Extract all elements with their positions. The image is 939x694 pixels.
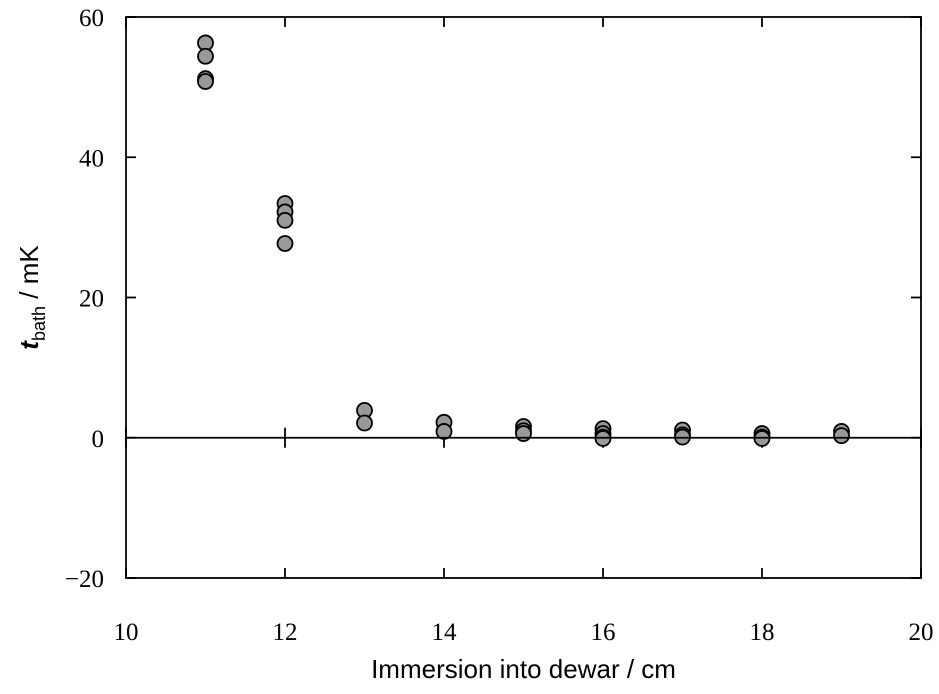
data-point [197,73,214,90]
y-tick-label: 40 [79,145,104,172]
data-point [197,47,214,65]
data-point [276,211,294,229]
x-axis-title: Immersion into dewar / cm [371,654,676,684]
plot-frame [125,16,922,579]
y-axis-title: tbath / mK [14,245,49,350]
y-tick-label: 0 [92,426,105,453]
x-tick-label: 18 [750,619,775,646]
y-axis-subscript: bath [29,306,49,341]
y-axis-unit: / mK [14,245,44,306]
data-points [197,34,850,447]
x-tick-label: 16 [591,619,616,646]
x-tick-label: 12 [273,619,298,646]
data-point [276,235,294,252]
ticks-layer: 10 12 14 16 18 20 −20 0 20 40 60 [65,5,934,646]
y-tick-label: 20 [79,286,104,313]
data-point [833,427,850,445]
data-point [356,414,373,432]
x-tick-label: 20 [909,619,934,646]
y-tick-label: −20 [65,566,104,593]
data-point [515,425,532,442]
x-tick-label: 10 [114,619,139,646]
x-tick-label: 14 [432,619,458,646]
data-point [435,423,453,440]
y-axis-symbol: t [14,340,44,350]
y-tick-label: 60 [79,5,104,32]
